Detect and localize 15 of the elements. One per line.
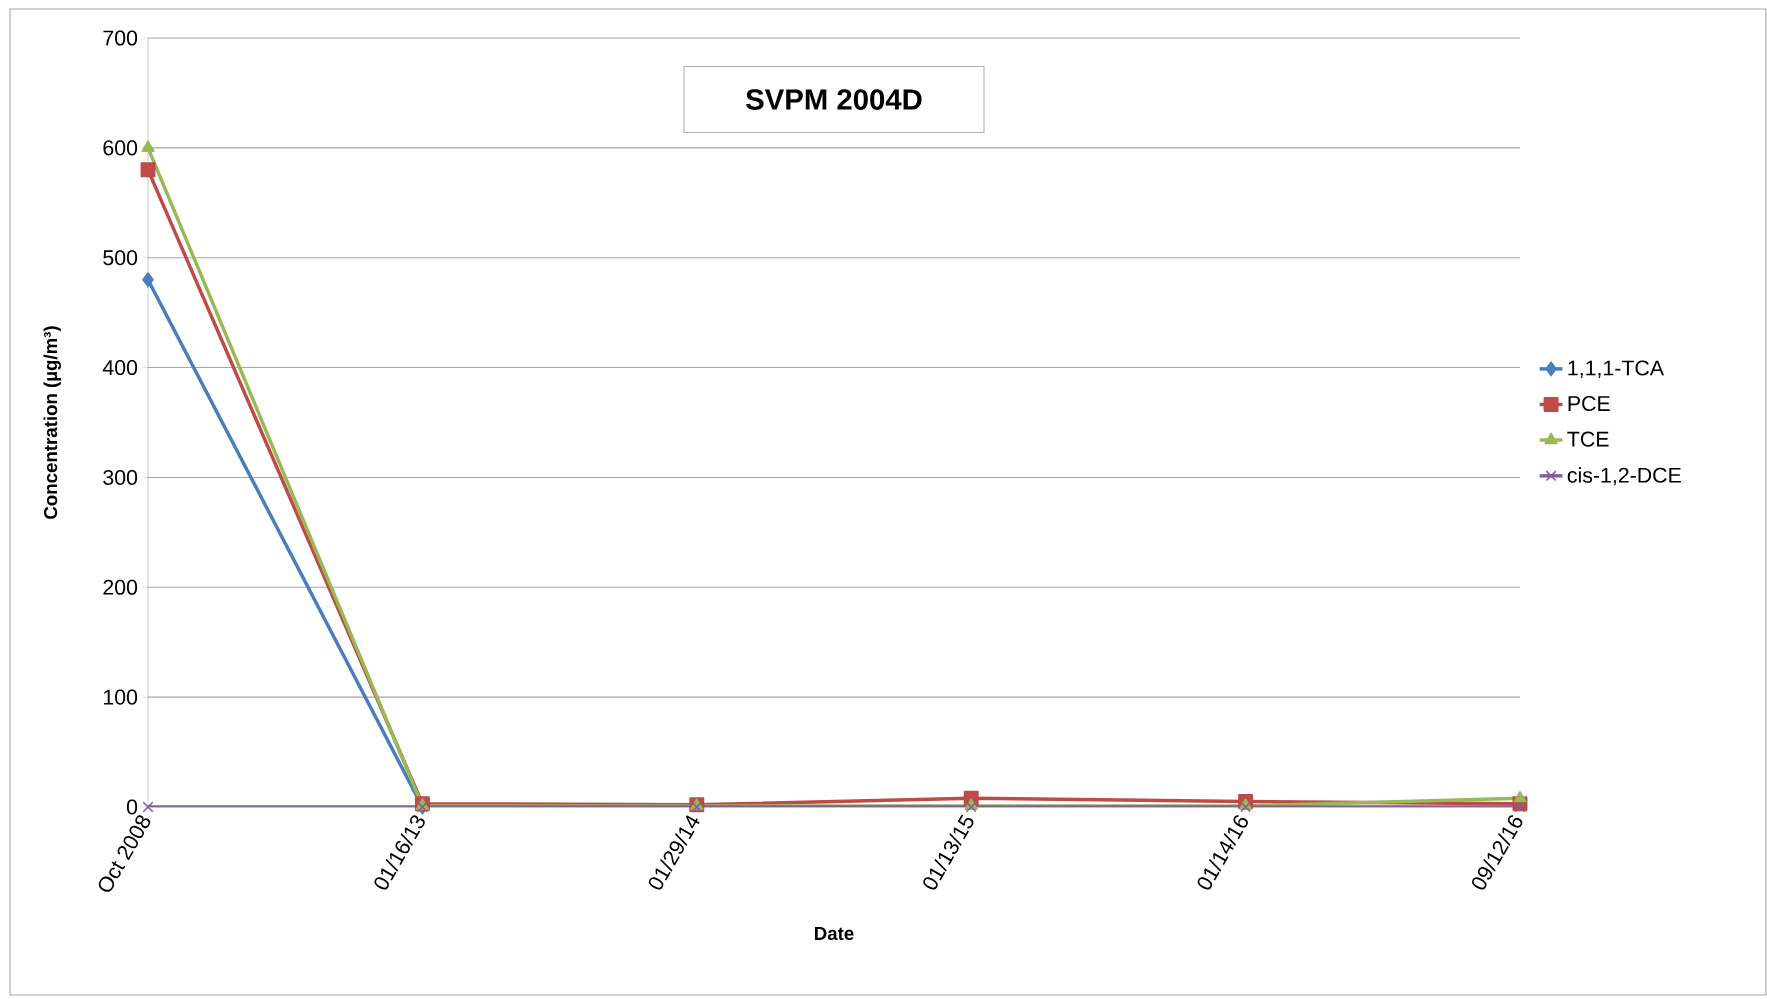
y-tick-label: 300	[103, 469, 138, 485]
legend-label: TCE	[1567, 431, 1609, 447]
y-axis-title: Concentration (µg/m³)	[43, 326, 61, 519]
y-tick-label: 500	[103, 250, 138, 266]
y-tick-label: 600	[103, 140, 138, 156]
y-tick-label: 0	[126, 799, 138, 815]
x-axis-title: Date	[815, 927, 854, 941]
legend-label: 1,1,1-TCA	[1568, 360, 1665, 379]
y-tick-label: 400	[102, 360, 138, 376]
y-tick-label: 700	[103, 30, 138, 46]
text: SVPM 2004D	[745, 89, 922, 110]
y-tick-label: 200	[103, 579, 138, 595]
y-tick-label: 100	[104, 689, 138, 705]
legend-label: cis-1,2-DCE	[1567, 467, 1681, 486]
legend-label: PCE	[1568, 395, 1610, 412]
